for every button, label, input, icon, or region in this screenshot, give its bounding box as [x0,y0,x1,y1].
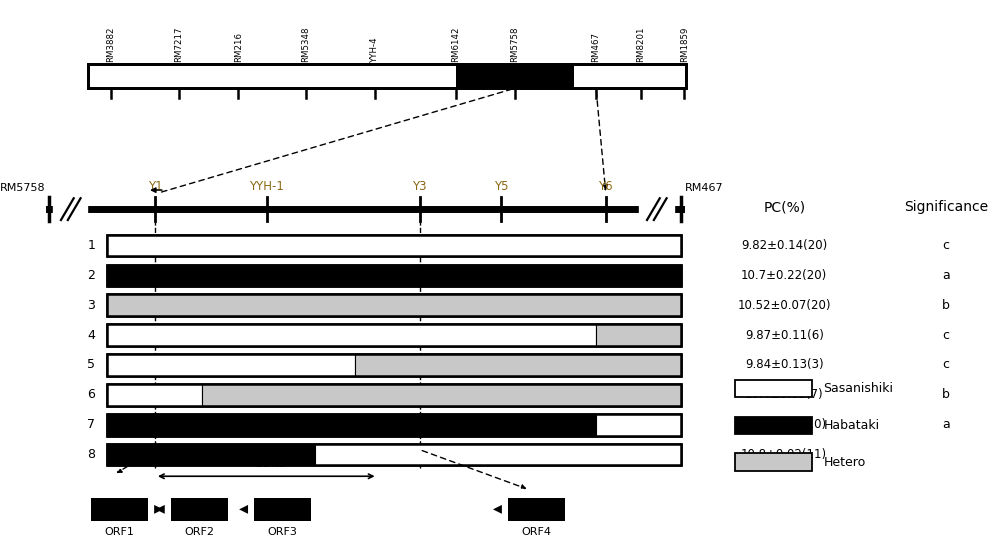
Bar [107,354,681,376]
Bar [107,264,681,286]
Bar [88,64,686,88]
Bar [107,294,681,316]
Text: ORF2: ORF2 [184,527,214,537]
Text: RM5758: RM5758 [510,26,519,61]
Bar [107,294,681,316]
Bar [107,444,315,465]
Text: ORF4: ORF4 [521,527,551,537]
Bar [355,354,681,376]
Bar [107,444,681,465]
Text: a: a [942,418,950,431]
Text: 5: 5 [87,358,95,371]
Text: Sasanishiki: Sasanishiki [823,382,893,395]
Text: Hetero: Hetero [823,455,866,469]
Bar [88,64,686,88]
Bar [107,264,681,286]
Text: ORF3: ORF3 [268,527,297,537]
Bar [107,384,681,406]
Bar [202,384,681,406]
Bar [91,498,148,521]
Bar [735,379,812,397]
Text: RM216: RM216 [234,32,243,61]
Text: 7: 7 [87,418,95,431]
Text: 9.84±0.13(3): 9.84±0.13(3) [745,358,824,371]
Bar [107,384,681,406]
Text: RM467: RM467 [685,183,724,193]
Bar [107,414,681,435]
Text: ORF1: ORF1 [105,527,135,537]
Text: 4: 4 [87,329,95,342]
Text: 2: 2 [87,269,95,282]
Text: RM1859: RM1859 [680,27,689,61]
Text: Y1: Y1 [148,180,162,193]
Text: c: c [942,358,949,371]
Bar [107,264,681,286]
Bar [107,384,202,406]
Text: 3: 3 [87,299,95,312]
Text: RM467: RM467 [592,32,601,61]
Text: ~35Kb: ~35Kb [246,456,286,470]
Text: c: c [942,329,949,342]
Text: RM5348: RM5348 [301,26,310,61]
Text: 8: 8 [87,448,95,461]
Text: Y6: Y6 [599,180,613,193]
Bar [735,417,812,434]
Bar [107,414,596,435]
Text: 10.7±0.22(20): 10.7±0.22(20) [741,269,827,282]
Text: a: a [942,269,950,282]
Text: Y3: Y3 [412,180,427,193]
Bar [107,354,681,376]
Bar [596,324,681,346]
Text: 1: 1 [87,239,95,252]
Text: YYH-4: YYH-4 [370,36,379,61]
Bar [107,324,596,346]
Bar [107,414,681,435]
Text: b: b [942,388,950,401]
Text: RM6142: RM6142 [451,26,460,61]
Text: Significance: Significance [904,200,988,214]
Bar [315,444,681,465]
Bar [107,235,681,257]
Bar [171,498,228,521]
Text: RM5758: RM5758 [0,183,45,193]
Text: 10.7±0.06(10): 10.7±0.06(10) [741,418,827,431]
Bar [107,354,355,376]
Text: RM3882: RM3882 [106,26,115,61]
Text: 10.8±0.02(11): 10.8±0.02(11) [741,448,827,461]
Bar [254,498,311,521]
Bar [107,324,681,346]
Bar [735,453,812,471]
Text: 10.52±0.07(20): 10.52±0.07(20) [737,299,831,312]
Text: YYH-1: YYH-1 [249,180,284,193]
Text: PC(%): PC(%) [763,200,805,214]
Text: 9.82±0.14(20): 9.82±0.14(20) [741,239,827,252]
Text: Habataki: Habataki [823,419,880,432]
Text: c: c [942,239,949,252]
Bar [456,64,574,88]
Text: 9.87±0.11(6): 9.87±0.11(6) [745,329,824,342]
Bar [107,235,681,257]
Text: RM7217: RM7217 [174,26,183,61]
Text: b: b [942,299,950,312]
Bar [107,324,681,346]
Bar [107,294,681,316]
Bar [107,235,681,257]
Text: RM8201: RM8201 [637,26,646,61]
Bar [596,414,681,435]
Text: 10.4±0.05(7): 10.4±0.05(7) [745,388,824,401]
Bar [107,444,681,465]
Bar [508,498,565,521]
Text: Y5: Y5 [494,180,508,193]
Text: 6: 6 [87,388,95,401]
